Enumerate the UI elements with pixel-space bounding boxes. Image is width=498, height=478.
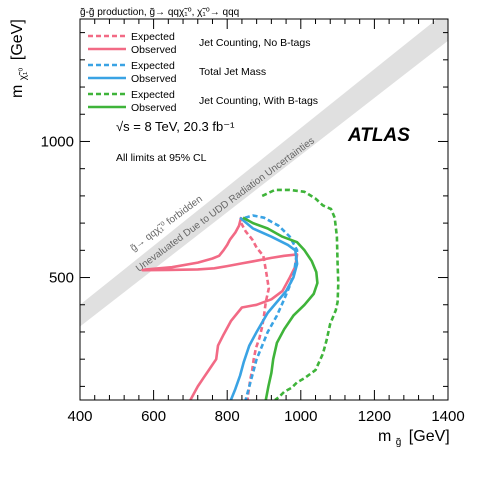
atlas-label: ATLAS — [347, 125, 410, 146]
y-axis-unit: [GeV] — [9, 19, 26, 60]
legend: Expected Jet Counting, No B-tagsObservedE… — [88, 31, 318, 114]
y-tick-label: 1000 — [41, 133, 74, 150]
series-2-expected-curve — [244, 214, 299, 400]
legend-entry-label: Expected — [131, 89, 175, 101]
legend-entry-label: Expected — [131, 31, 175, 43]
x-tick-label: 800 — [215, 408, 240, 425]
y-axis-title: m χ̃₁⁰ [GeV] — [9, 19, 30, 98]
x-tick-label: 600 — [141, 408, 166, 425]
x-tick-label: 1200 — [358, 408, 391, 425]
legend-entry-label: Observed — [131, 44, 177, 56]
series-1-observed-curve — [141, 216, 299, 400]
x-axis-label-subscript: g̃ — [396, 437, 402, 448]
plot-frame — [79, 18, 449, 401]
legend-entry-label: Expected — [131, 60, 175, 72]
y-tick-label: 500 — [49, 270, 74, 287]
legend-group-label: Jet Counting, No B-tags — [199, 37, 310, 49]
y-axis-label-subscript: χ̃₁⁰ — [18, 68, 29, 81]
x-axis-title: m g̃ [GeV] — [378, 428, 450, 449]
legend-group-label: Jet Counting, With B-tags — [199, 95, 318, 107]
x-tick-label: 1400 — [431, 408, 464, 425]
legend-entry-label: Observed — [131, 102, 177, 114]
energy-label: √s = 8 TeV, 20.3 fb⁻¹ — [116, 119, 235, 134]
cl-note: All limits at 95% CL — [116, 152, 207, 164]
series-5-observed-curve — [242, 216, 319, 400]
x-axis-unit: [GeV] — [409, 428, 450, 445]
series-4-expected-curve — [261, 188, 340, 400]
x-axis-label: m — [378, 428, 391, 445]
legend-entry-label: Observed — [131, 73, 177, 85]
x-tick-label: 400 — [67, 408, 92, 425]
series-0-expected-curve — [240, 222, 271, 400]
chart-title: g̃-g̃ production, g̃→ qqχ̃₁⁰, χ̃₁⁰→ qqq — [80, 7, 239, 18]
series-3-observed-curve — [229, 216, 299, 400]
legend-group-label: Total Jet Mass — [199, 66, 266, 78]
forbidden-region-band — [80, 19, 448, 327]
x-tick-label: 1000 — [284, 408, 317, 425]
y-axis-label: m — [9, 85, 26, 98]
